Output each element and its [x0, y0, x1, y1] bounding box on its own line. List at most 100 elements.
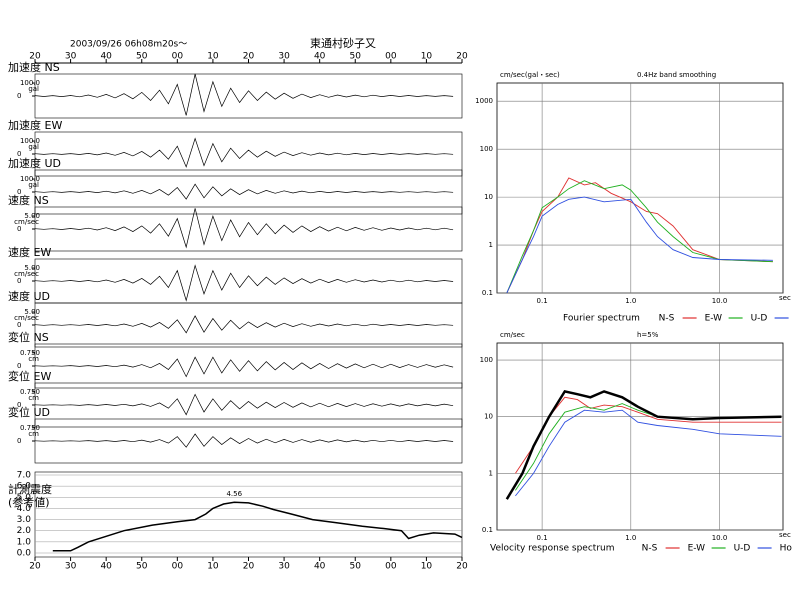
y-tick-label: 2.0: [17, 526, 32, 536]
y-axis-unit: cm/sec: [500, 331, 525, 339]
x-tick-label: 20: [29, 52, 41, 62]
y-tick-label: 7.0: [17, 471, 32, 481]
y-tick-label: 0: [17, 150, 21, 158]
unit-label: cm: [28, 394, 39, 402]
y-tick-label: 0.1: [482, 289, 493, 297]
x-tick-label: 40: [100, 562, 112, 572]
waveform: [34, 393, 454, 416]
unit-label: cm/sec: [14, 218, 39, 226]
unit-label: gal: [28, 85, 39, 93]
legend-title: Fourier spectrum: [563, 314, 640, 324]
channel-label: 速度 UD: [8, 289, 50, 303]
spectrum-line: [506, 177, 773, 294]
x-tick-label: 10: [421, 52, 433, 62]
x-tick-label: 20: [456, 52, 468, 62]
legend-label: E-W: [688, 544, 706, 554]
channel-label: 変位 UD: [8, 405, 50, 419]
x-tick-label: 10: [207, 52, 219, 62]
y-tick-label: 100: [480, 145, 493, 153]
y-axis-unit: cm/sec(gal・sec): [500, 71, 560, 79]
spectrum-line: [515, 409, 782, 497]
intensity-subtitle: (参考値): [8, 495, 50, 509]
y-tick-label: 0: [17, 362, 21, 370]
x-tick-label: 50: [136, 52, 148, 62]
record-date: 2003/09/26 06h08m20s～: [70, 40, 187, 50]
x-tick-label: 40: [314, 52, 326, 62]
waveform: [34, 264, 454, 302]
x-tick-label: 20: [29, 562, 41, 572]
x-tick-label: 30: [278, 52, 290, 62]
x-tick-label: 00: [385, 562, 397, 572]
channel-label: 速度 EW: [8, 245, 51, 259]
unit-label: gal: [28, 181, 39, 189]
x-axis-unit: sec: [779, 294, 791, 302]
y-tick-label: 0.750: [20, 388, 40, 396]
intensity-title: 計測震度: [8, 482, 52, 496]
waveform: [34, 73, 454, 116]
note: 0.4Hz band smoothing: [637, 71, 716, 79]
legend-label: U-D: [751, 314, 768, 324]
y-tick-label: 1: [489, 469, 493, 477]
y-tick-label: 0.0: [17, 549, 32, 559]
x-tick-label: 50: [350, 52, 362, 62]
x-tick-label: 00: [385, 52, 397, 62]
x-axis-unit: sec: [779, 531, 791, 539]
y-tick-label: 0: [17, 321, 21, 329]
legend-label: Horizon: [780, 544, 792, 554]
unit-label: cm: [28, 430, 39, 438]
plot-frame: [496, 82, 784, 294]
panel-frame: [34, 258, 463, 304]
y-tick-label: 10: [484, 193, 493, 201]
spectrum-line: [506, 196, 773, 294]
y-tick-label: 5.0: [17, 493, 32, 503]
y-tick-label: 3.0: [17, 515, 32, 525]
waveform: [34, 137, 454, 168]
station-name: 東通村砂子又: [310, 36, 376, 50]
note: h=5%: [637, 331, 659, 339]
x-tick-label: 10.0: [712, 297, 728, 305]
y-tick-label: 0: [17, 401, 21, 409]
y-tick-label: 1.0: [17, 537, 32, 547]
panel-frame: [34, 471, 463, 558]
channel-label: 変位 EW: [8, 369, 51, 383]
x-tick-label: 50: [350, 562, 362, 572]
x-tick-label: 10: [207, 562, 219, 572]
legend-label: N-S: [659, 314, 675, 324]
x-tick-label: 40: [314, 562, 326, 572]
y-tick-label: 100.0: [20, 79, 40, 87]
x-tick-label: 1.0: [625, 534, 636, 542]
y-tick-label: 0: [17, 277, 21, 285]
x-tick-label: 0.1: [537, 534, 548, 542]
x-tick-label: 30: [278, 562, 290, 572]
waveform: [34, 356, 454, 378]
channel-label: 加速度 NS: [8, 60, 60, 74]
panel-frame: [34, 206, 463, 252]
x-tick-label: 10: [421, 562, 433, 572]
y-tick-label: 100.0: [20, 175, 40, 183]
unit-label: cm: [28, 355, 39, 363]
unit-label: gal: [28, 143, 39, 151]
y-tick-label: 1000: [475, 97, 493, 105]
waveform: [34, 208, 454, 249]
y-tick-label: 1: [489, 241, 493, 249]
x-tick-label: 40: [100, 52, 112, 62]
legend-title: Velocity response spectrum: [490, 544, 615, 554]
legend-label: U-D: [734, 544, 751, 554]
legend-label: E-W: [705, 314, 723, 324]
waveform: [34, 183, 454, 200]
y-tick-label: 0.750: [20, 424, 40, 432]
intensity-line: [52, 501, 463, 552]
y-tick-label: 0.1: [482, 526, 493, 534]
x-tick-label: 30: [65, 52, 77, 62]
y-tick-label: 10: [484, 413, 493, 421]
waveform: [34, 433, 454, 448]
waveform: [34, 315, 454, 334]
x-tick-label: 10.0: [712, 534, 728, 542]
channel-label: 加速度 UD: [8, 156, 61, 170]
y-tick-label: 0.750: [20, 349, 40, 357]
unit-label: cm/sec: [14, 270, 39, 278]
x-tick-label: 30: [65, 562, 77, 572]
peak-annotation: 4.56: [226, 490, 242, 498]
channel-label: 速度 NS: [8, 193, 49, 207]
